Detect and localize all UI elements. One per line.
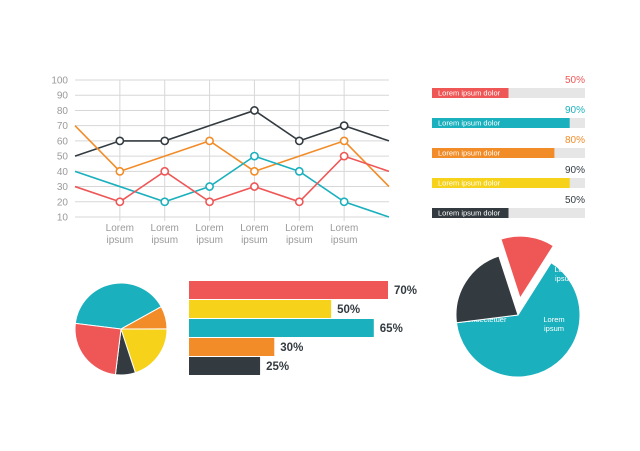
pie-slice-label: Lorem ipsum bbox=[543, 315, 564, 333]
y-tick-label: 80 bbox=[57, 106, 69, 117]
series-line bbox=[74, 125, 390, 188]
y-tick-label: 50 bbox=[57, 152, 69, 163]
progress-bar-chart: Lorem ipsum dolor 50% Lorem ipsum dolor 90%… bbox=[432, 75, 585, 218]
pie-slice bbox=[120, 328, 168, 374]
y-tick-label: 20 bbox=[57, 197, 69, 208]
data-point bbox=[250, 166, 259, 176]
y-tick-label: 60 bbox=[57, 136, 69, 147]
pie-slice-label: Lorem ipsum bbox=[554, 265, 575, 283]
x-tick-label-line: ipsum bbox=[241, 235, 268, 246]
bar bbox=[189, 338, 275, 356]
pie-slice-label-line: Lorem bbox=[554, 265, 575, 274]
bar-value-label: 30% bbox=[280, 342, 303, 354]
x-tick-label-line: Lorem bbox=[195, 223, 223, 234]
data-point bbox=[339, 121, 349, 131]
progress-fill bbox=[432, 148, 555, 158]
pie-slice-label-line: ipsum bbox=[555, 274, 575, 283]
progress-value-label: 90% bbox=[565, 105, 585, 116]
progress-value-label: 90% bbox=[565, 165, 585, 176]
x-tick-label-line: ipsum bbox=[331, 235, 358, 246]
bar-value-label: 70% bbox=[394, 285, 417, 297]
x-tick-label: Lorem ipsum bbox=[195, 223, 223, 246]
data-point bbox=[160, 136, 170, 146]
pie-slice-label-line: ipsum bbox=[544, 324, 564, 333]
series-line bbox=[74, 155, 390, 218]
x-tick-label-line: Lorem bbox=[330, 223, 358, 234]
pie-slice-label-line: Lorem bbox=[543, 315, 564, 324]
y-tick-label: 100 bbox=[51, 76, 68, 87]
data-point bbox=[160, 197, 170, 207]
series-line bbox=[74, 155, 390, 203]
progress-fill bbox=[432, 118, 570, 128]
series-line bbox=[74, 109, 390, 157]
y-tick-label: 70 bbox=[57, 121, 69, 132]
progress-fill bbox=[432, 178, 570, 188]
x-tick-label: Lorem ipsum bbox=[330, 223, 358, 246]
bar bbox=[189, 357, 261, 375]
data-point bbox=[160, 166, 170, 176]
pie-slice bbox=[74, 322, 122, 376]
data-point bbox=[250, 106, 259, 115]
x-tick-label-line: Lorem bbox=[240, 223, 268, 234]
data-point bbox=[339, 197, 349, 207]
x-tick-label: Lorem ipsum bbox=[151, 223, 179, 246]
x-tick-label-line: ipsum bbox=[107, 235, 134, 246]
bar-value-label: 50% bbox=[337, 304, 360, 316]
bar bbox=[189, 319, 374, 337]
progress-value-label: 50% bbox=[565, 195, 585, 206]
x-tick-label: Lorem ipsum bbox=[285, 223, 313, 246]
x-tick-label-line: ipsum bbox=[196, 235, 223, 246]
y-tick-label: 30 bbox=[57, 182, 69, 193]
x-tick-label: Lorem ipsum bbox=[106, 223, 134, 246]
horizontal-bar-chart: 70% 50% 65% 30% 25% bbox=[189, 281, 417, 375]
data-point bbox=[294, 197, 304, 207]
y-tick-label: 10 bbox=[57, 213, 69, 224]
progress-label: Lorem ipsum dolor bbox=[438, 89, 501, 98]
x-tick-label-line: Lorem bbox=[151, 223, 179, 234]
data-point bbox=[115, 166, 125, 176]
pie-slice bbox=[455, 255, 519, 324]
y-tick-label: 90 bbox=[57, 91, 69, 102]
x-tick-label-line: Lorem bbox=[285, 223, 313, 234]
progress-label: Lorem ipsum dolor bbox=[438, 149, 501, 158]
data-point bbox=[205, 136, 214, 146]
progress-fill bbox=[432, 88, 509, 98]
data-point bbox=[205, 182, 214, 191]
progress-value-label: 50% bbox=[565, 75, 585, 86]
progress-label: Lorem ipsum dolor bbox=[438, 209, 501, 218]
progress-fill bbox=[432, 208, 509, 218]
data-point bbox=[294, 136, 304, 146]
data-point bbox=[339, 151, 349, 161]
data-point bbox=[294, 166, 304, 176]
pie-slice bbox=[74, 282, 162, 330]
x-tick-label-line: Lorem bbox=[106, 223, 134, 234]
progress-value-label: 80% bbox=[565, 135, 585, 146]
bar bbox=[189, 300, 332, 318]
x-tick-label-line: ipsum bbox=[151, 235, 178, 246]
data-point bbox=[250, 182, 259, 191]
x-tick-label: Lorem ipsum bbox=[240, 223, 268, 246]
bar-value-label: 65% bbox=[380, 323, 403, 335]
data-point bbox=[115, 197, 125, 207]
progress-label: Lorem ipsum dolor bbox=[438, 179, 501, 188]
data-point bbox=[339, 136, 349, 146]
bar-value-label: 25% bbox=[266, 361, 289, 373]
bar bbox=[189, 281, 388, 299]
x-tick-label-line: ipsum bbox=[286, 235, 313, 246]
small-pie-chart bbox=[74, 282, 168, 376]
pie-slice bbox=[455, 261, 581, 378]
y-tick-label: 40 bbox=[57, 167, 69, 178]
data-point bbox=[205, 197, 214, 207]
data-point bbox=[250, 151, 259, 161]
pie-slice bbox=[500, 235, 555, 300]
progress-label: Lorem ipsum dolor bbox=[438, 119, 501, 128]
data-point bbox=[115, 136, 125, 146]
